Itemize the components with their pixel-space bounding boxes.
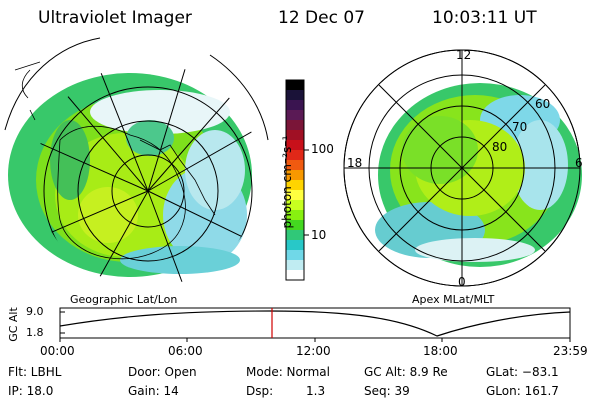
- outer-arcs-left: [4, 37, 269, 141]
- colorbar-swatch: [286, 100, 304, 111]
- altitude-ytick-high: 9.0: [26, 305, 44, 318]
- mlat-label-70: 70: [512, 120, 528, 134]
- colorbar-label-10: 10: [311, 228, 327, 242]
- colorbar-swatch: [286, 210, 304, 221]
- xtick-1800: 18:00: [423, 344, 458, 358]
- time-label: 10:03:11 UT: [432, 8, 537, 28]
- apex-caption: Apex MLat/MLT: [412, 293, 495, 306]
- colorbar-swatch: [286, 190, 304, 201]
- colorbar-swatch: [286, 160, 304, 171]
- footer-dsp-value: 1.3: [306, 384, 326, 398]
- xtick-0000: 00:00: [40, 344, 75, 358]
- colorbar-swatch: [286, 110, 304, 121]
- colorbar-swatch: [286, 260, 304, 271]
- instrument-title: Ultraviolet Imager: [38, 8, 192, 28]
- mlt-label-bottom: 0: [458, 275, 466, 289]
- altitude-ylabel: GC Alt: [6, 307, 20, 342]
- footer-mode: Mode: Normal: [246, 365, 330, 379]
- geographic-caption: Geographic Lat/Lon: [70, 293, 178, 306]
- colorbar-swatch: [286, 120, 304, 131]
- lat-circles-left: [36, 63, 260, 287]
- colorbar-swatch: [286, 240, 304, 251]
- mlat-label-60: 60: [535, 97, 551, 111]
- footer-seq: Seq: 39: [364, 384, 410, 398]
- mag-meridians: [344, 50, 580, 286]
- colorbar-unit-label: photon cm⁻²s⁻¹: [280, 135, 294, 229]
- mlt-label-right: 6: [575, 156, 583, 170]
- footer-glon: GLon: 161.7: [486, 384, 559, 398]
- colorbar-swatch: [286, 150, 304, 161]
- footer-flt: Flt: LBHL: [8, 365, 62, 379]
- geographic-map: [4, 37, 269, 287]
- colorbar-swatch: [286, 140, 304, 151]
- color-bar-frame: [285, 79, 305, 281]
- colorbar-swatch: [286, 130, 304, 141]
- colorbar-swatch: [286, 250, 304, 261]
- colorbar-swatch: [286, 90, 304, 101]
- xtick-2359: 23:59: [553, 344, 588, 358]
- colorbar-label-100: 100: [311, 142, 334, 156]
- aurora-image-left: [8, 73, 252, 277]
- colorbar-swatch: [286, 80, 304, 91]
- footer-gain: Gain: 14: [128, 384, 179, 398]
- footer-glat: GLat: −83.1: [486, 365, 559, 379]
- footer-dsp: Dsp:: [246, 384, 274, 398]
- altitude-curve: [60, 310, 570, 337]
- colorbar-swatch: [286, 180, 304, 191]
- colorbar-swatch: [286, 270, 304, 281]
- mlt-label-top: 12: [456, 48, 472, 62]
- colorbar-swatch: [286, 200, 304, 211]
- mlt-label-left: 18: [347, 156, 363, 170]
- color-bar: [286, 80, 304, 281]
- xtick-0600: 06:00: [168, 344, 203, 358]
- footer-ip: IP: 18.0: [8, 384, 54, 398]
- date-label: 12 Dec 07: [278, 8, 365, 28]
- altitude-ticks: [59, 311, 571, 342]
- altitude-ytick-low: 1.8: [26, 326, 44, 339]
- footer-gcalt: GC Alt: 8.9 Re: [364, 365, 448, 379]
- colorbar-swatch: [286, 230, 304, 241]
- colorbar-swatch: [286, 170, 304, 181]
- colorbar-swatch: [286, 220, 304, 231]
- magnetic-map: [343, 49, 582, 287]
- xtick-1200: 12:00: [296, 344, 331, 358]
- mlat-label-80: 80: [492, 140, 508, 154]
- altitude-plot: [59, 307, 571, 342]
- footer-door: Door: Open: [128, 365, 197, 379]
